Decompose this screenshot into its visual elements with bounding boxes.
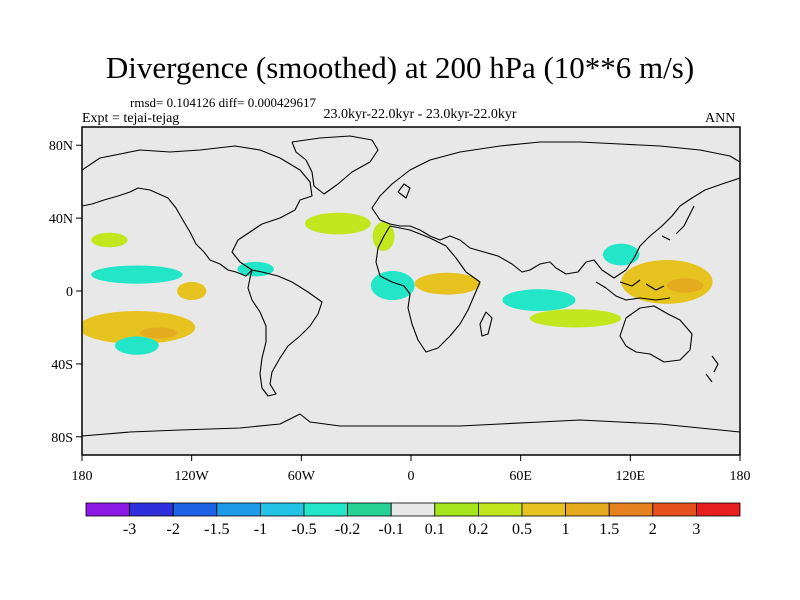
colorbar-swatch [85,502,130,517]
lon-tick-label: 0 [408,469,415,484]
subtitle-label: 23.0kyr-22.0kyr - 23.0kyr-22.0kyr [323,107,517,122]
region-equatorial-atlantic-negative [370,270,415,301]
lat-tick-label: 80N [49,139,73,154]
coast-africa [375,225,481,353]
colorbar-label: 0.1 [425,521,445,538]
region-west-pacific-negative [602,243,640,266]
colorbar-swatch [390,502,436,517]
coast-antarctica [82,413,740,437]
region-east-pacific-negative [91,265,183,284]
colorbar: -3 -2 -1.5 -1 -0.5 -0.2 -0.1 0.1 0.2 0.5 1 1.5 2 3 [85,502,741,538]
coast-british-isles [397,183,411,199]
lon-tick-label: 60E [509,469,532,484]
region-south-pacific-band-core [140,327,178,339]
coast-eurasia [371,141,740,279]
coast-japan [661,205,695,241]
map-title: Divergence (smoothed) at 200 hPa (10**6 … [105,50,695,85]
colorbar-swatch [696,502,741,517]
colorbar-label: -3 [123,521,136,538]
colorbar-swatch [652,502,697,517]
colorbar-swatch [216,502,261,517]
colorbar-label: 1 [562,521,570,538]
season-label: ANN [705,111,736,126]
colorbar-label: 0.5 [512,521,532,538]
coast-madagascar [479,311,493,337]
colorbar-label: 1.5 [599,521,619,538]
colorbar-label: -2 [167,521,180,538]
lon-tick-label: 180 [72,469,93,484]
colorbar-label: -0.5 [291,521,316,538]
colorbar-swatch [608,502,654,517]
colorbar-label: 0.2 [468,521,488,538]
colorbar-label: -0.1 [379,521,404,538]
colorbar-label: -0.2 [335,521,360,538]
lon-tick-label: 120E [616,469,646,484]
colorbar-swatch [477,502,523,517]
colorbar-swatch [347,502,392,517]
lat-tick-label: 40S [51,358,73,373]
lon-tick-label: 120W [175,469,210,484]
colorbar-swatch [303,502,348,517]
colorbar-swatch [259,502,305,517]
coast-greenland [291,135,379,195]
colorbar-swatch [521,502,566,517]
coast-new-zealand [705,355,719,383]
colorbar-label: 2 [649,521,657,538]
region-east-pacific-positive [177,281,207,301]
region-maritime-continent-positive [621,260,713,304]
region-indian-ocean-negative [502,289,576,312]
region-maritime-continent-core [666,278,704,293]
lat-tick-label: 80S [51,431,73,446]
coast-indonesia [595,279,671,301]
region-south-pacific-negative [114,336,159,355]
coast-australia [619,305,693,363]
colorbar-label: -1.5 [204,521,229,538]
contour-regions [82,212,713,355]
colorbar-swatch [434,502,479,517]
region-north-atlantic-positive [304,212,371,235]
coast-north-america [82,145,313,277]
colorbar-swatch [565,502,610,517]
lon-tick-label: 60W [288,469,316,484]
colorbar-label: -1 [254,521,267,538]
stats-label: rmsd= 0.104126 diff= 0.000429617 [130,95,316,110]
lon-tick-label: 180 [730,469,751,484]
region-south-indian-positive [529,309,622,328]
region-north-pacific-positive [91,232,128,248]
lat-tick-label: 40N [49,212,73,227]
region-central-africa-positive [414,272,481,295]
coast-south-america [247,269,323,397]
colorbar-swatch [129,502,174,517]
coastlines [82,135,740,437]
map-axes: 180 120W 60W 0 60E 120E 180 80N 40N 0 40S 80S [49,139,751,484]
colorbar-label: 3 [692,521,700,538]
colorbar-swatch [172,502,218,517]
experiment-label: Expt = tejai-tejag [82,111,180,126]
lat-tick-label: 0 [66,285,73,300]
